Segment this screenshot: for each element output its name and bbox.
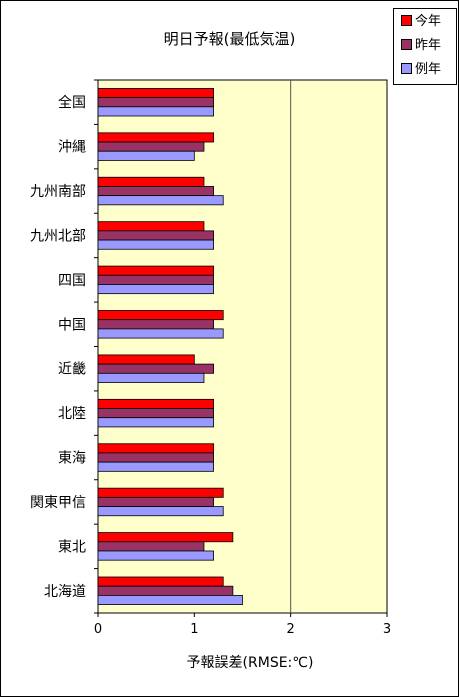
plot-area	[97, 79, 388, 614]
legend-swatch-last-year	[401, 39, 412, 50]
legend-item-this-year: 今年	[401, 14, 441, 30]
bar	[97, 585, 234, 596]
category-label: 四国	[58, 273, 86, 289]
bar	[97, 398, 214, 409]
bar	[97, 417, 214, 428]
category-label: 九州南部	[30, 184, 86, 200]
legend-item-normal: 例年	[401, 62, 441, 78]
bar	[97, 363, 214, 374]
x-tick-label: 0	[94, 622, 102, 637]
bar	[97, 221, 205, 232]
x-tick-label: 2	[287, 622, 295, 637]
bar	[97, 328, 224, 339]
bar	[97, 461, 214, 472]
x-axis-label: 予報誤差(RMSE:℃)	[186, 655, 314, 671]
category-label: 北陸	[58, 406, 86, 422]
bar	[97, 239, 214, 250]
category-label: 中国	[58, 317, 86, 333]
bar	[97, 532, 234, 543]
legend-label-normal: 例年	[415, 62, 442, 77]
bar	[97, 97, 214, 108]
legend-swatch-this-year	[401, 15, 412, 26]
category-label: 関東甲信	[30, 495, 86, 511]
bar	[97, 265, 214, 276]
bar	[97, 452, 214, 463]
bar	[97, 496, 214, 507]
bar	[97, 284, 214, 295]
bar	[97, 230, 214, 241]
bar	[97, 487, 224, 498]
bar	[97, 195, 224, 206]
x-tick-label: 3	[383, 622, 391, 637]
bar	[97, 576, 224, 587]
chart-title: 明日予報(最低気温)	[163, 30, 296, 48]
category-label: 東北	[58, 539, 86, 555]
category-label: 九州北部	[30, 228, 86, 244]
category-label: 東海	[58, 451, 86, 467]
bar	[97, 310, 224, 321]
bar	[97, 274, 214, 285]
legend-swatch-normal	[401, 63, 412, 74]
bar	[97, 506, 224, 517]
bar	[97, 150, 195, 161]
category-label: 全国	[58, 94, 86, 111]
bar	[97, 443, 214, 454]
bar	[97, 88, 214, 99]
legend-label-this-year: 今年	[415, 14, 442, 29]
bar	[97, 372, 205, 383]
bar	[97, 132, 214, 143]
category-label: 沖縄	[58, 140, 86, 156]
bar	[97, 141, 205, 152]
category-label: 近畿	[58, 362, 86, 378]
bar	[97, 319, 214, 330]
bar	[97, 106, 214, 117]
bar	[97, 186, 214, 197]
bar	[97, 408, 214, 419]
category-label: 北海道	[44, 584, 86, 600]
legend: 今年 昨年 例年	[393, 8, 457, 85]
bar	[97, 176, 205, 187]
bar	[97, 354, 195, 365]
legend-item-last-year: 昨年	[401, 38, 441, 54]
x-tick-label: 1	[190, 622, 198, 637]
bar	[97, 550, 214, 561]
bar	[97, 594, 243, 605]
legend-label-last-year: 昨年	[415, 38, 442, 53]
bar	[97, 541, 205, 552]
